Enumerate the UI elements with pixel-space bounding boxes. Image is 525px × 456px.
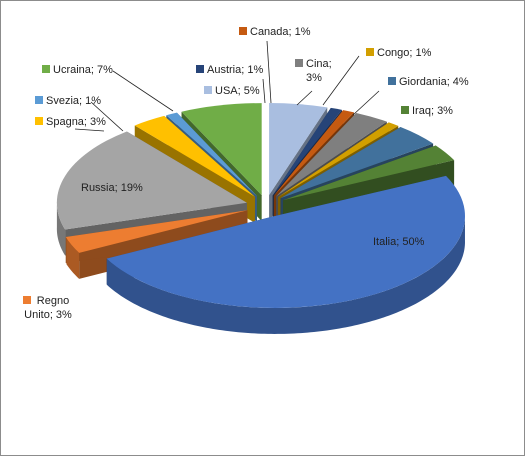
slice-top-iraq [283,145,455,201]
label-layer: Italia; 50% Regno Unito; 3% Russia; 19% Spag… [23,26,469,321]
leader-line-giordania [352,90,380,116]
data-label-giordania: Giordania; 4% [399,76,469,88]
slice-top-giordania [280,127,434,199]
slice-top-ucraina [181,103,262,196]
slice-top-russia [56,131,247,230]
data-label-cina: Cina; 3% [306,58,332,84]
leader-line-spagna [74,128,105,132]
slice-layer [56,102,465,334]
slice-side-italia [106,214,465,334]
legend-key-canada [239,27,247,35]
leader-line-congo [322,55,360,106]
slice-top-regno-unito [65,210,248,253]
data-label-usa: USA; 5% [215,85,260,97]
leader-line-ucraina [112,70,174,112]
data-label-russia: Russia; 19% [81,182,143,194]
slice-top-congo [278,122,399,198]
leader-line-svezia [90,101,124,132]
legend-key-regno-unito [23,296,31,304]
legend-key-giordania [388,77,396,85]
legend-key-svezia [35,96,43,104]
data-label-canada: Canada; 1% [250,26,311,38]
slice-top-spagna [134,115,255,197]
legend-key-cina [295,59,303,67]
legend-key-congo [366,48,374,56]
data-label-svezia: Svezia; 1% [46,95,101,107]
data-label-spagna: Spagna; 3% [46,116,106,128]
legend-key-austria [196,65,204,73]
slice-top-italia [106,175,465,308]
legend-key-iraq [401,106,409,114]
legend-key-spagna [35,117,43,125]
leader-line-cina [296,90,313,106]
legend-key-usa [204,86,212,94]
legend-key-ucraina [42,65,50,73]
leader-line-austria [262,78,266,104]
slice-top-usa [269,102,328,195]
data-label-regno-unito: Regno Unito; 3% [24,295,72,321]
slice-italia [106,175,465,334]
slice-side-regno-unito [66,238,80,279]
slice-top-austria [272,107,342,196]
data-label-iraq: Iraq; 3% [412,105,453,117]
slice-top-svezia [166,112,258,197]
data-label-austria: Austria; 1% [207,64,263,76]
slice-top-canada [273,110,355,196]
data-label-ucraina: Ucraina; 7% [53,64,113,76]
slice-side-russia [56,201,66,256]
slice-top-cina [276,112,387,197]
data-label-congo: Congo; 1% [377,47,432,59]
data-label-italia: Italia; 50% [373,236,425,248]
slice-wall-regno-unito [65,210,248,264]
leader-line-canada [266,40,272,104]
